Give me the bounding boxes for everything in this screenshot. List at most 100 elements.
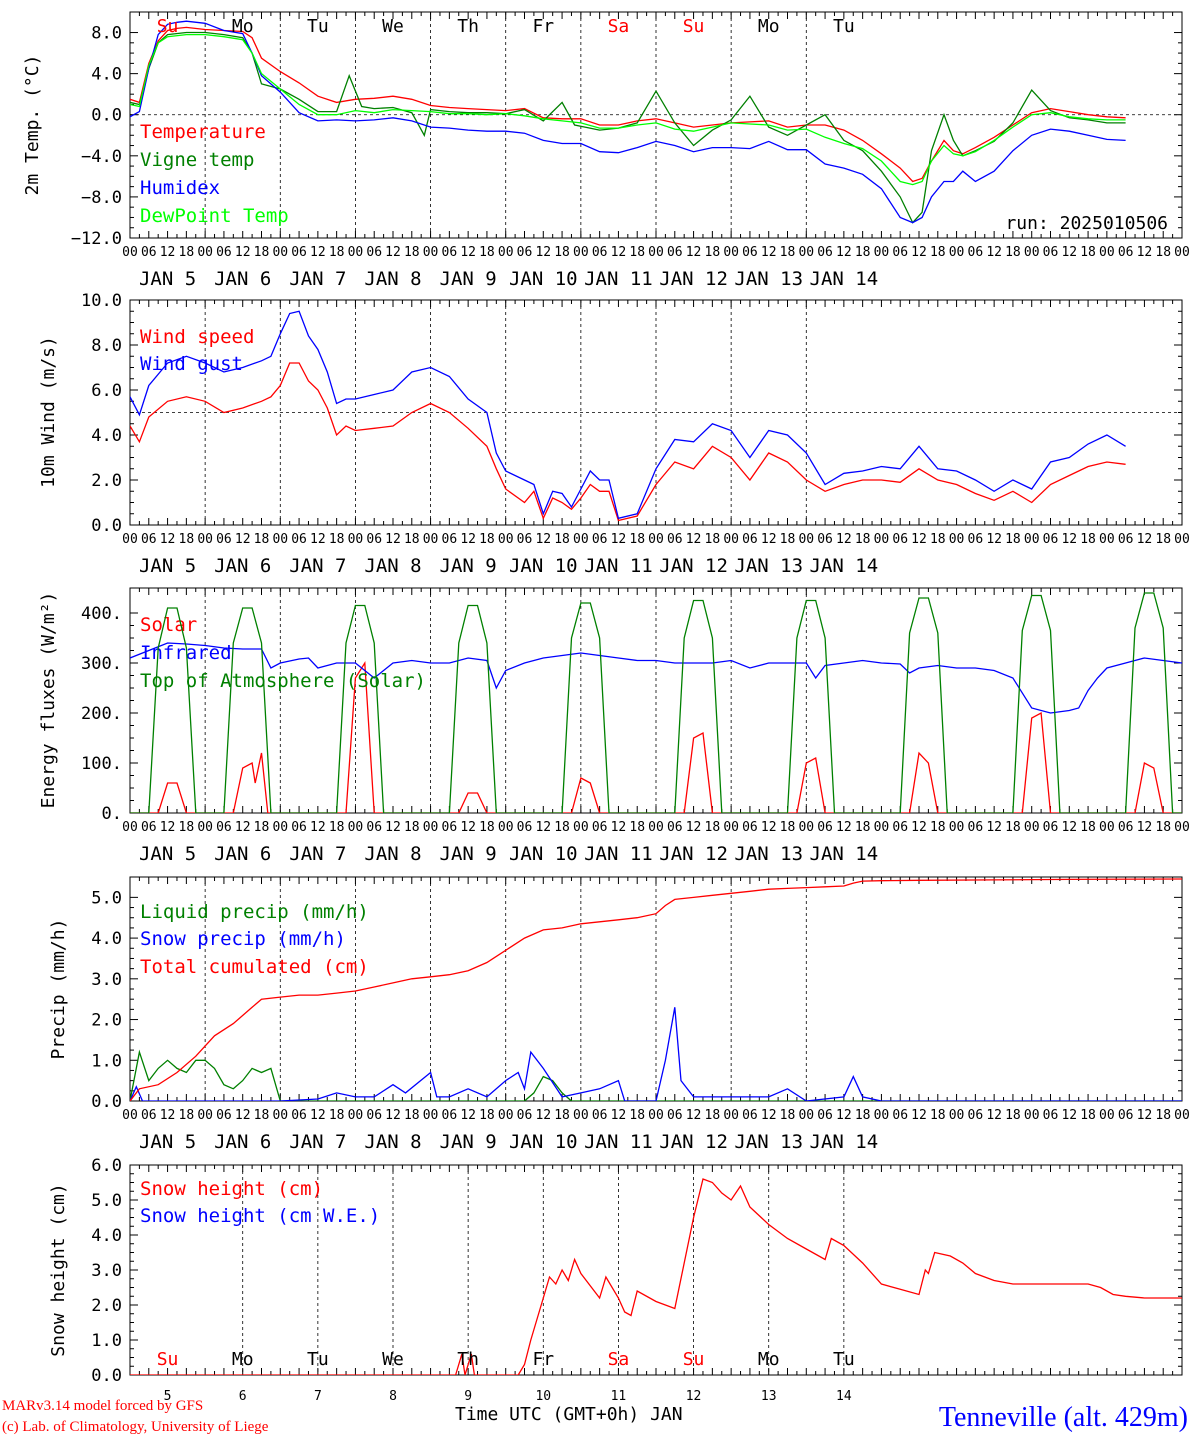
hour-label: 00 [1099,532,1115,547]
hour-label: 12 [235,820,251,835]
hour-label: 06 [366,532,382,547]
hour-label: 18 [479,532,495,547]
hour-label: 00 [122,245,138,260]
hour-label: 00 [498,820,514,835]
hour-label: 00 [423,820,439,835]
hour-label: 00 [1024,820,1040,835]
hour-label: 00 [122,1108,138,1123]
series-line-1 [130,1178,1182,1375]
hour-label: 00 [798,820,814,835]
day-of-week-label: Tu [833,16,855,37]
y-tick-label: 8.0 [91,336,122,356]
legend-entry: Temperature [140,121,266,143]
hour-label: 06 [141,245,157,260]
date-label: JAN 11 [584,1131,653,1153]
hour-label: 00 [272,532,288,547]
date-label: JAN 14 [810,555,879,577]
hour-label: 00 [1024,1108,1040,1123]
hour-label: 00 [573,532,589,547]
hour-label: 18 [930,245,946,260]
hour-label: 06 [817,245,833,260]
y-axis-label: 10m Wind (m/s) [38,336,59,488]
date-label: JAN 13 [734,843,803,865]
hour-label: 06 [1043,1108,1059,1123]
hour-label: 06 [1043,820,1059,835]
hour-label: 06 [742,532,758,547]
hour-label: 00 [1174,1108,1190,1123]
hour-label: 06 [517,532,533,547]
date-label: JAN 9 [440,843,497,865]
y-axis-label: 2m Temp. (°C) [22,55,43,196]
hour-label: 06 [141,1108,157,1123]
hour-label: 12 [535,532,551,547]
hour-label: 18 [554,1108,570,1123]
day-of-week-label: Mo [758,16,780,37]
hour-label: 06 [667,245,683,260]
hour-label: 06 [592,245,608,260]
day-of-week-label: Th [457,1349,479,1370]
hour-label: 12 [611,1108,627,1123]
hour-label: 18 [1005,532,1021,547]
hour-label: 06 [817,1108,833,1123]
hour-label: 06 [141,820,157,835]
chart-panel-1: −12.0 −8.0 −4.0 0.0 4.0 8.0 2m Temp. (°C) Tempe… [22,11,1190,290]
hour-label: 12 [686,245,702,260]
hour-label: 06 [1043,532,1059,547]
hour-label: 12 [836,820,852,835]
hour-label: 00 [272,245,288,260]
y-tick-label: 6.0 [91,381,122,401]
legend-entry: Snow height (cm) [140,1178,323,1200]
legend-entry: Infrared [140,642,232,664]
hour-label: 06 [1043,245,1059,260]
hour-label: 06 [742,820,758,835]
hour-label: 12 [385,1108,401,1123]
hour-label: 18 [404,245,420,260]
hour-label: 00 [197,245,213,260]
hour-label: 12 [460,245,476,260]
y-tick-label: 0.0 [91,106,122,126]
chart-panel-4: 0.0 1.0 2.0 3.0 4.0 5.0 Precip (mm/h) Liquid pr… [48,876,1190,1153]
date-label: JAN 10 [509,843,578,865]
hour-label: 06 [442,820,458,835]
hour-label: 00 [197,532,213,547]
hour-label: 06 [517,820,533,835]
hour-label: 18 [479,820,495,835]
hour-label: 12 [1137,820,1153,835]
hour-label: 00 [648,1108,664,1123]
hour-label: 00 [1174,532,1190,547]
day-number-label: 9 [464,1389,472,1404]
day-number-label: 12 [686,1389,702,1404]
day-number-label: 8 [389,1389,397,1404]
day-of-week-label: Tu [307,1349,329,1370]
hour-label: 18 [179,1108,195,1123]
hour-label: 00 [1099,245,1115,260]
hour-label: 06 [291,1108,307,1123]
hour-label: 00 [1174,820,1190,835]
hour-label: 06 [141,532,157,547]
date-label: JAN 13 [734,1131,803,1153]
hour-label: 00 [798,245,814,260]
hour-label: 00 [949,1108,965,1123]
legend-entry: Top of Atmosphere (Solar) [140,670,426,692]
y-tick-label: 400. [81,604,122,624]
credit-line-2: (c) Lab. of Climatology, University of L… [2,1419,269,1435]
hour-label: 18 [329,532,345,547]
hour-label: 18 [254,1108,270,1123]
series-line-1 [130,660,1182,813]
hour-label: 18 [855,532,871,547]
series-line-4 [130,33,1126,186]
hour-label: 00 [1174,245,1190,260]
hour-label: 12 [1061,1108,1077,1123]
hour-label: 12 [460,532,476,547]
date-label: JAN 12 [659,555,728,577]
hour-label: 12 [986,245,1002,260]
hour-label: 06 [592,1108,608,1123]
hour-label: 00 [648,820,664,835]
date-label: JAN 14 [810,268,879,290]
hour-label: 00 [423,532,439,547]
hour-label: 00 [949,532,965,547]
series-line-3 [130,878,1182,1101]
date-label: JAN 5 [139,1131,196,1153]
hour-label: 18 [705,1108,721,1123]
day-of-week-label: Mo [758,1349,780,1370]
